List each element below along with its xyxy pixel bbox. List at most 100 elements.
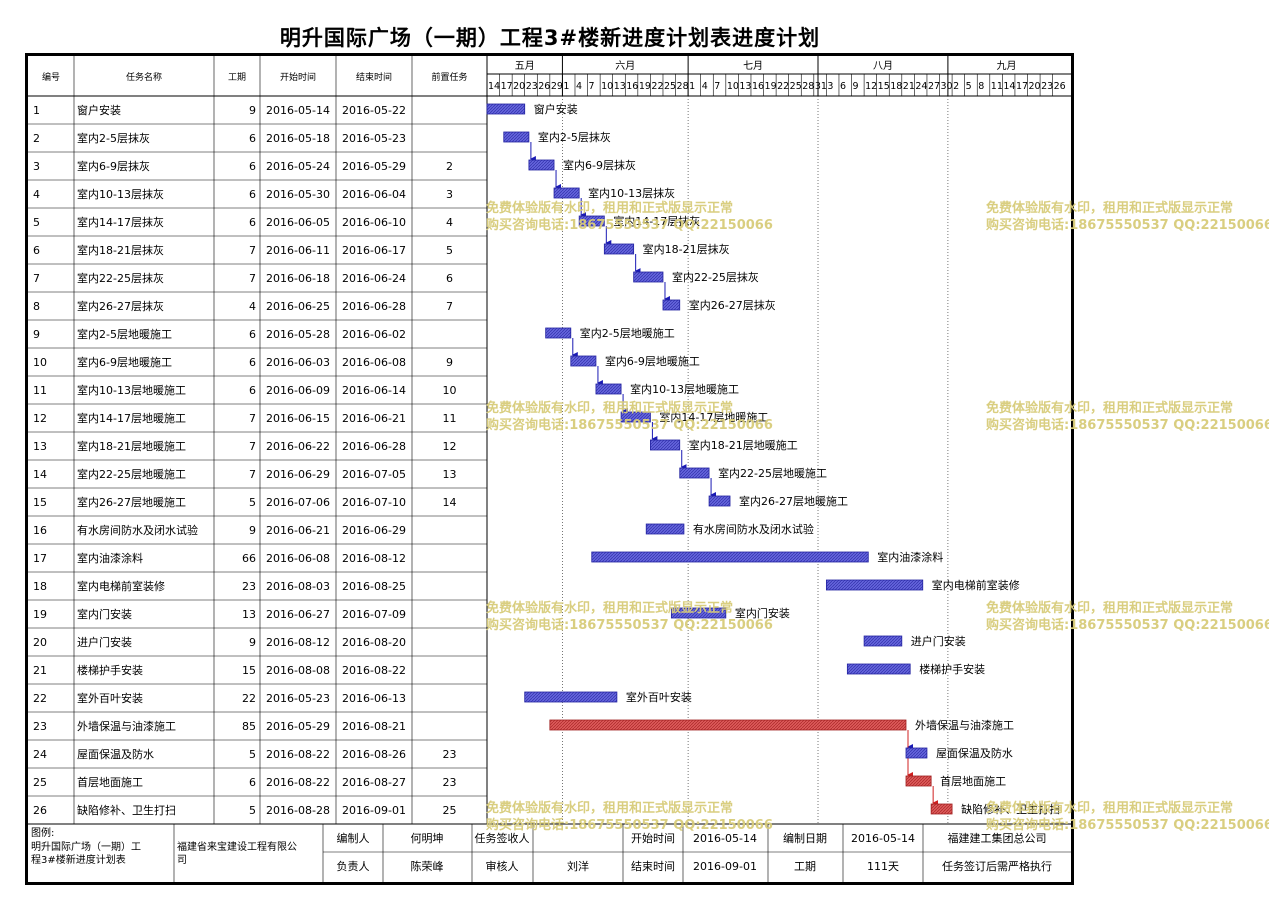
day-tick-label: 30 [941, 81, 953, 92]
task-end: 2016-06-13 [342, 692, 406, 705]
task-id: 20 [33, 636, 47, 649]
task-end: 2016-09-01 [342, 804, 406, 817]
task-start: 2016-06-08 [266, 552, 330, 565]
compiler-value: 何明坤 [411, 831, 444, 845]
task-name: 室外百叶安装 [77, 691, 143, 705]
gantt-bar-label: 缺陷修补、卫生打扫 [961, 802, 1060, 816]
task-end: 2016-08-21 [342, 720, 406, 733]
gantt-bar-label: 室内22-25层抹灰 [672, 270, 759, 284]
month-label: 八月 [873, 60, 893, 72]
task-end: 2016-07-05 [342, 468, 406, 481]
task-name: 室内14-17层地暖施工 [77, 411, 186, 425]
task-start: 2016-06-18 [266, 272, 330, 285]
task-predecessor: 4 [446, 216, 453, 229]
day-tick-label: 19 [639, 81, 651, 92]
column-header-pred: 前置任务 [431, 71, 467, 83]
task-start: 2016-05-29 [266, 720, 330, 733]
task-end: 2016-08-26 [342, 748, 406, 761]
owner-label: 负责人 [337, 859, 370, 873]
task-name: 室内18-21层地暖施工 [77, 439, 186, 453]
task-name: 室内6-9层抹灰 [77, 159, 150, 173]
day-tick-label: 11 [991, 81, 1003, 92]
gantt-bar-label: 室内18-21层地暖施工 [689, 438, 798, 452]
task-id: 24 [33, 748, 47, 761]
gantt-bar-label: 室内10-13层抹灰 [588, 186, 675, 200]
day-tick-label: 2 [953, 81, 959, 92]
page-title: 明升国际广场（一期）工程3#楼新进度计划表进度计划 [279, 26, 821, 50]
owner-value: 陈荣峰 [411, 859, 444, 873]
task-duration: 6 [249, 216, 256, 229]
gantt-bar-label: 室内6-9层地暖施工 [605, 354, 700, 368]
task-name: 室内14-17层抹灰 [77, 215, 164, 229]
gantt-frame: 编号 任务名称 工期 开始时间 结束时间 前置任务 五月 六月 七月 八月 九月 14 17 20 23 26… [25, 53, 1074, 885]
gantt-bar-label: 室外百叶安装 [626, 690, 692, 704]
task-name: 室内10-13层地暖施工 [77, 383, 186, 397]
day-tick-label: 16 [626, 81, 638, 92]
task-end: 2016-08-27 [342, 776, 406, 789]
receiver-label: 任务签收人 [475, 831, 530, 845]
task-id: 10 [33, 356, 47, 369]
gantt-bar-label: 屋面保温及防水 [936, 746, 1013, 760]
task-duration: 7 [249, 440, 256, 453]
column-header-start: 开始时间 [280, 71, 316, 83]
task-duration: 5 [249, 748, 256, 761]
day-tick-label: 23 [1041, 81, 1053, 92]
task-duration: 4 [249, 300, 256, 313]
task-end: 2016-06-24 [342, 272, 406, 285]
gantt-bar [578, 215, 605, 227]
task-start: 2016-05-30 [266, 188, 330, 201]
gantt-bar [549, 719, 907, 731]
task-name: 首层地面施工 [77, 775, 143, 789]
task-id: 25 [33, 776, 47, 789]
task-id: 23 [33, 720, 47, 733]
group-name: 福建建工集团总公司 [948, 831, 1047, 845]
task-predecessor: 2 [446, 160, 453, 173]
day-tick-label: 10 [727, 81, 739, 92]
task-predecessor: 10 [443, 384, 457, 397]
task-name: 有水房间防水及闭水试验 [77, 523, 198, 537]
task-name: 进户门安装 [77, 635, 132, 649]
footer-company: 司 [177, 855, 187, 866]
task-end: 2016-08-12 [342, 552, 406, 565]
task-id: 13 [33, 440, 47, 453]
column-header-duration: 工期 [228, 72, 246, 83]
day-tick-label: 26 [538, 81, 550, 92]
task-start: 2016-07-06 [266, 496, 330, 509]
task-predecessor: 14 [443, 496, 457, 509]
day-tick-label: 25 [790, 81, 802, 92]
day-tick-label: 20 [1029, 81, 1041, 92]
task-end: 2016-05-29 [342, 160, 406, 173]
task-start: 2016-05-18 [266, 132, 330, 145]
task-name: 室内22-25层地暖施工 [77, 467, 186, 481]
task-end: 2016-07-10 [342, 496, 406, 509]
task-start: 2016-08-12 [266, 636, 330, 649]
task-predecessor: 6 [446, 272, 453, 285]
task-end: 2016-06-04 [342, 188, 406, 201]
column-header-no: 编号 [42, 71, 60, 83]
gantt-bar-label: 室内10-13层地暖施工 [630, 382, 739, 396]
task-end: 2016-05-22 [342, 104, 406, 117]
task-start: 2016-06-27 [266, 608, 330, 621]
day-tick-label: 3 [827, 81, 833, 92]
day-tick-label: 18 [890, 81, 902, 92]
gantt-bar [930, 803, 953, 815]
task-id: 18 [33, 580, 47, 593]
day-tick-label: 14 [488, 81, 500, 92]
task-duration: 7 [249, 272, 256, 285]
task-id: 6 [33, 244, 40, 257]
task-predecessor: 3 [446, 188, 453, 201]
task-duration: 9 [249, 524, 256, 537]
task-id: 2 [33, 132, 40, 145]
task-id: 8 [33, 300, 40, 313]
day-tick-label: 19 [765, 81, 777, 92]
task-predecessor: 23 [443, 776, 457, 789]
task-end: 2016-07-09 [342, 608, 406, 621]
task-predecessor: 5 [446, 244, 453, 257]
task-end: 2016-08-20 [342, 636, 406, 649]
task-end: 2016-06-21 [342, 412, 406, 425]
task-duration: 85 [242, 720, 256, 733]
task-duration: 7 [249, 244, 256, 257]
day-tick-label: 1 [689, 81, 695, 92]
gantt-bar [570, 355, 597, 367]
column-header-name: 任务名称 [126, 71, 162, 83]
